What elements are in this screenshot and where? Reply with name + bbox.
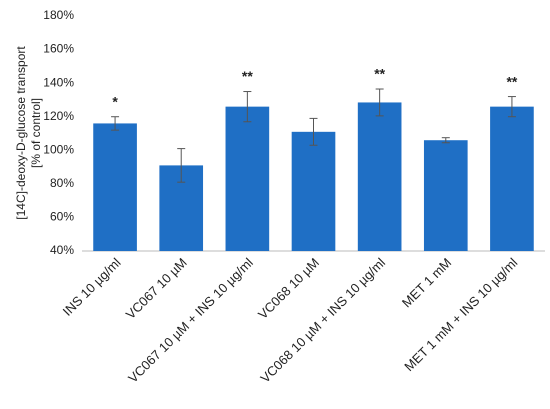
x-tick-label: VC067 10 µM + INS 10 µg/ml — [125, 255, 256, 386]
y-tick-label: 80% — [50, 176, 74, 190]
y-tick-label: 160% — [43, 42, 74, 56]
error-bar — [507, 96, 516, 118]
bar — [423, 140, 468, 251]
x-tick-label: VC068 10 µM + INS 10 µg/ml — [257, 255, 388, 386]
x-tick-label: MET 1 mM — [399, 255, 454, 310]
y-tick-label: 100% — [43, 142, 74, 156]
x-tick-label: VC067 10 µM — [123, 255, 190, 322]
error-bar — [309, 117, 318, 146]
y-tick-label: 60% — [50, 210, 74, 224]
bar — [490, 106, 534, 252]
error-bar — [111, 116, 120, 131]
bar — [357, 102, 402, 251]
significance-label: * — [112, 93, 118, 109]
error-bar — [441, 137, 450, 144]
bar — [291, 131, 336, 251]
x-tick-label: VC068 10 µM — [255, 255, 322, 322]
error-bar — [375, 88, 384, 117]
bar — [225, 106, 270, 252]
y-axis-label: [14C]-deoxy-D-glucose transport — [14, 46, 28, 220]
y-axis-label: [% of control] — [29, 98, 43, 168]
x-tick-label: MET 1 mM + INS 10 µg/ml — [401, 255, 520, 374]
y-tick-label: 180% — [43, 8, 74, 22]
significance-label: ** — [506, 73, 517, 89]
error-bar — [177, 148, 186, 183]
significance-label: ** — [374, 66, 385, 82]
y-tick-label: 40% — [50, 243, 74, 257]
x-tick-label: INS 10 µg/ml — [60, 255, 124, 319]
significance-label: ** — [242, 68, 253, 84]
bar — [93, 123, 137, 251]
error-bar — [243, 91, 252, 123]
y-tick-label: 140% — [43, 75, 74, 89]
y-tick-label: 120% — [43, 109, 74, 123]
